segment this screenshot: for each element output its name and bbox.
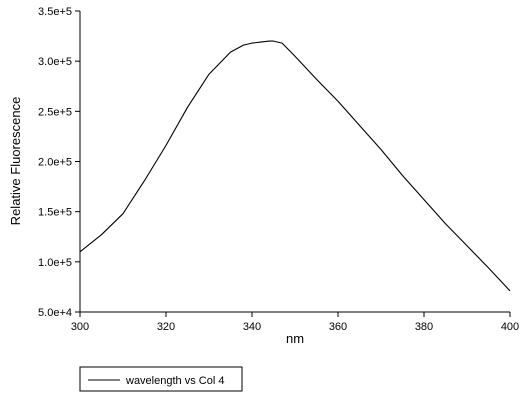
y-tick-label: 2.0e+5: [38, 157, 72, 169]
y-tick-label: 5.0e+4: [38, 307, 72, 319]
y-tick-label: 1.5e+5: [38, 207, 72, 219]
y-tick-label: 2.5e+5: [38, 106, 72, 118]
x-tick-label: 380: [415, 321, 433, 333]
series-line: [79, 40, 511, 292]
x-ticks: 300 320 340 360 380 400: [71, 312, 519, 333]
x-tick-label: 400: [501, 321, 519, 333]
y-axis-title: Relative Fluorescence: [8, 97, 23, 226]
y-tick-label: 3.5e+5: [38, 6, 72, 18]
x-tick-label: 360: [329, 321, 347, 333]
legend-label: wavelength vs Col 4: [125, 375, 224, 387]
y-ticks: 5.0e+4 1.0e+5 1.5e+5 2.0e+5 2.5e+5 3.0e+5 3.5e…: [38, 6, 80, 319]
x-axis-title: nm: [286, 331, 304, 346]
y-tick-label: 1.0e+5: [38, 257, 72, 269]
x-tick-label: 340: [243, 321, 261, 333]
y-tick-label: 3.0e+5: [38, 56, 72, 68]
legend: wavelength vs Col 4: [79, 366, 243, 392]
x-tick-label: 320: [157, 321, 175, 333]
legend-box: [79, 366, 243, 392]
series-layer: [79, 40, 511, 292]
x-tick-label: 300: [71, 321, 89, 333]
